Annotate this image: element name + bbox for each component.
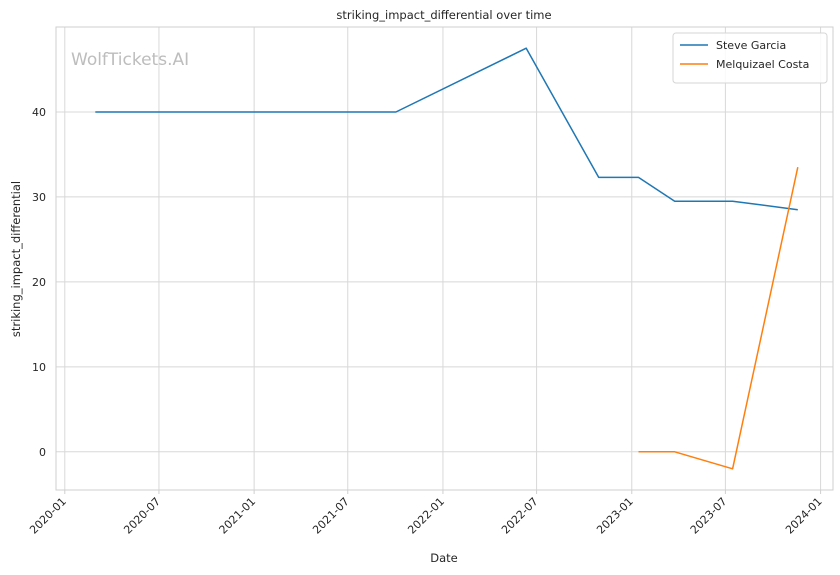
- x-tick-label: 2023-01: [594, 495, 636, 537]
- watermark: WolfTickets.AI: [71, 50, 189, 70]
- x-axis-ticks: 2020-01 2020-07 2021-01 2021-07 2022-01 2022-…: [27, 490, 825, 537]
- legend-label: Steve Garcia: [716, 39, 786, 52]
- series-line-0: [95, 47, 798, 211]
- y-tick-label: 0: [39, 446, 46, 459]
- y-tick-label: 20: [32, 276, 46, 289]
- series-lines: [95, 47, 799, 470]
- legend-label: Melquizael Costa: [716, 58, 809, 71]
- x-tick-label: 2023-07: [688, 495, 730, 537]
- y-tick-label: 10: [32, 361, 46, 374]
- y-tick-label: 30: [32, 191, 46, 204]
- series-line-1: [638, 167, 799, 470]
- plot-frame: [55, 26, 834, 491]
- x-tick-label: 2022-01: [405, 495, 447, 537]
- x-tick-label: 2024-01: [783, 495, 825, 537]
- x-tick-label: 2021-01: [217, 495, 259, 537]
- x-tick-label: 2022-07: [499, 495, 541, 537]
- x-tick-label: 2020-07: [121, 495, 163, 537]
- x-tick-label: 2020-01: [27, 495, 69, 537]
- x-tick-label: 2021-07: [310, 495, 352, 537]
- chart-title: striking_impact_differential over time: [336, 8, 551, 22]
- legend: Steve Garcia Melquizael Costa: [672, 32, 828, 84]
- legend-box: [672, 32, 828, 84]
- y-tick-label: 40: [32, 106, 46, 119]
- y-axis-label: striking_impact_differential: [9, 181, 23, 337]
- grid: [56, 27, 833, 490]
- y-axis-ticks: 0 10 20 30 40: [32, 106, 46, 459]
- x-axis-label: Date: [430, 551, 458, 565]
